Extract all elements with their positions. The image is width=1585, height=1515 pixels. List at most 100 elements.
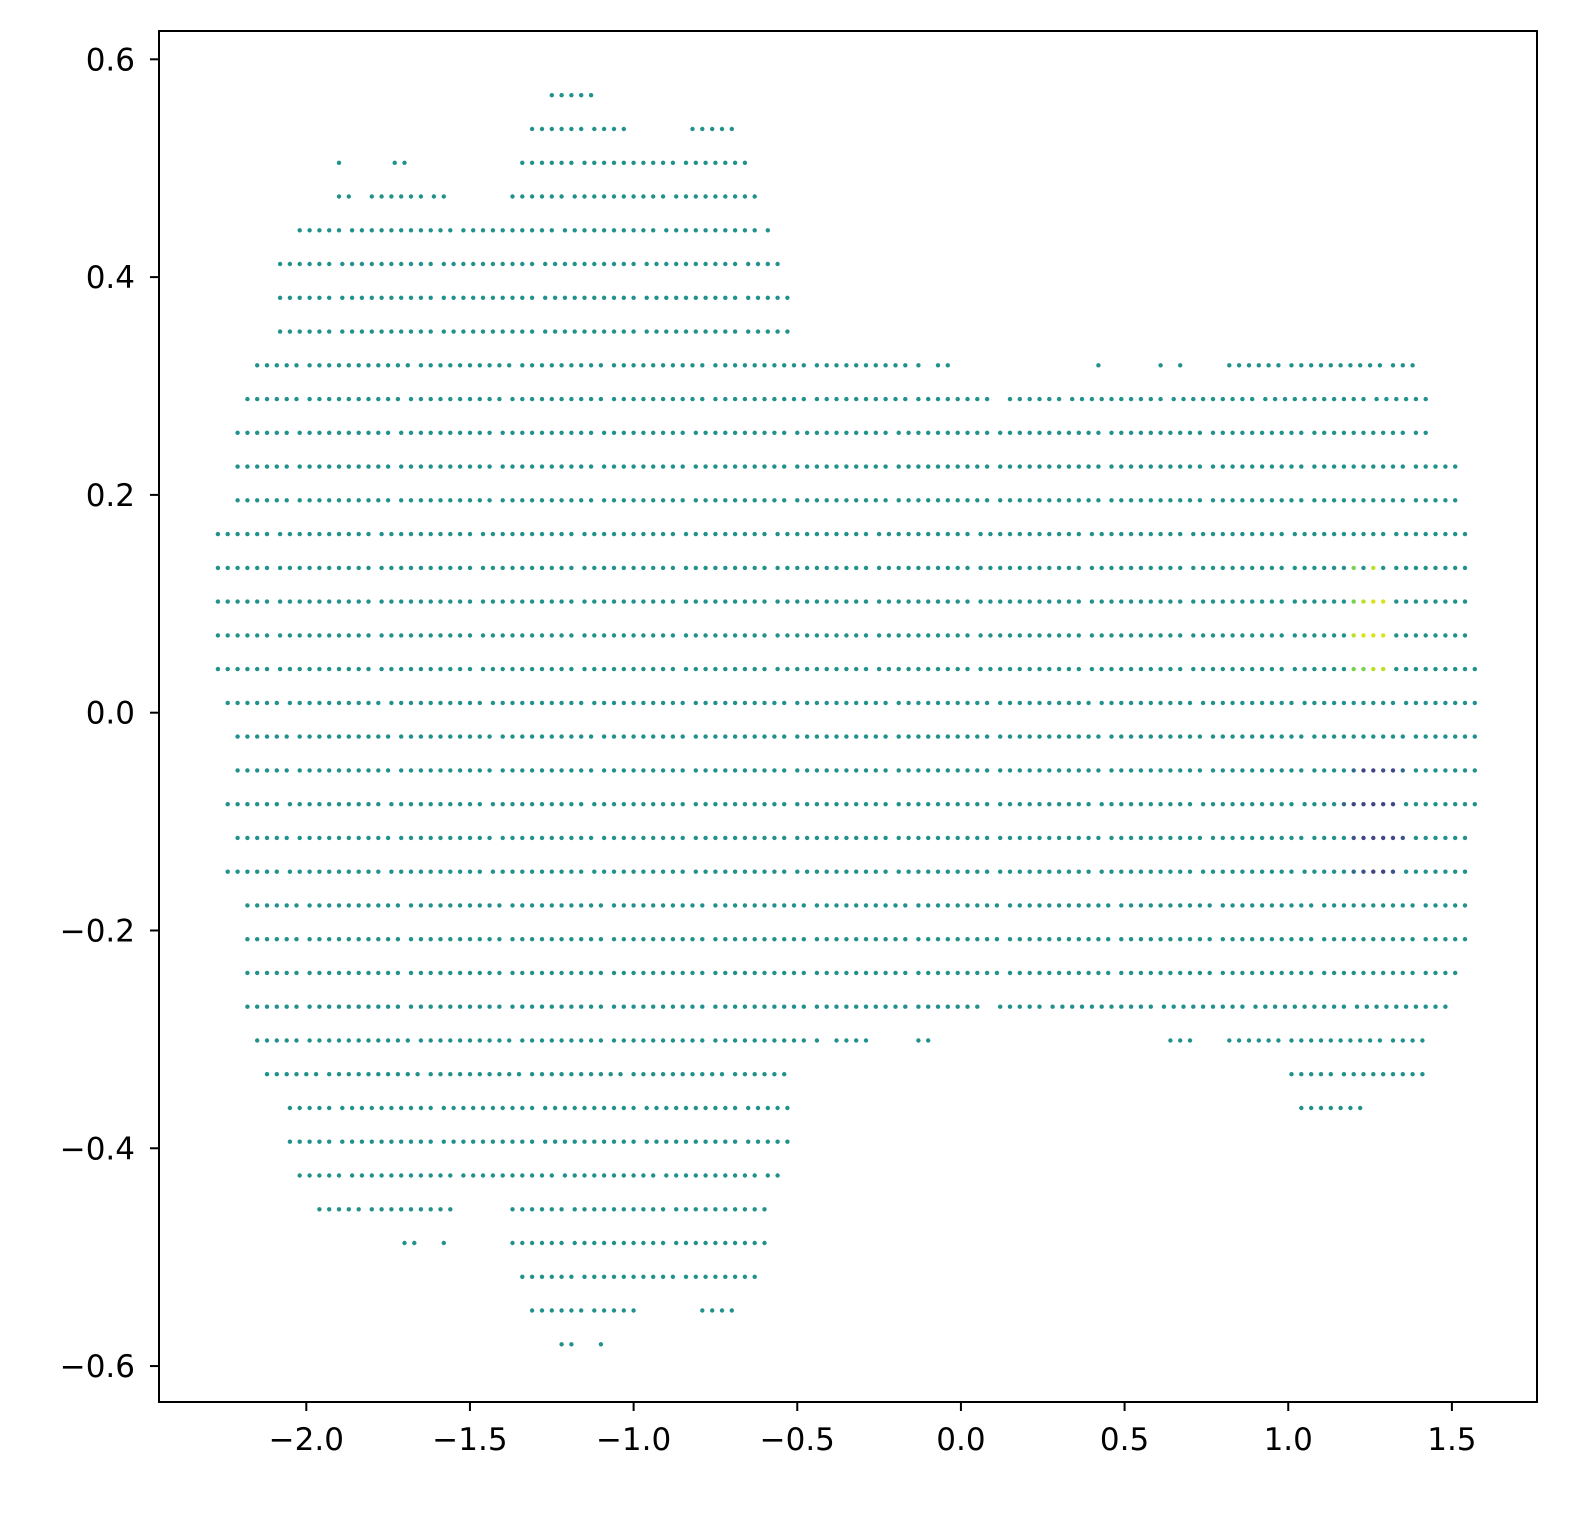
data-point bbox=[245, 734, 250, 739]
data-point bbox=[693, 802, 698, 807]
data-point bbox=[654, 261, 659, 267]
data-point bbox=[641, 531, 646, 537]
data-point bbox=[385, 430, 391, 435]
data-point bbox=[399, 261, 404, 267]
data-point bbox=[621, 363, 626, 368]
data-point bbox=[385, 396, 391, 402]
data-point bbox=[775, 565, 780, 571]
data-point bbox=[752, 599, 757, 604]
data-point bbox=[680, 363, 685, 368]
data-point bbox=[1017, 430, 1022, 435]
data-point bbox=[235, 734, 240, 739]
data-point bbox=[1318, 1072, 1324, 1077]
data-point bbox=[660, 937, 666, 942]
data-point bbox=[1037, 666, 1042, 672]
data-point bbox=[1269, 599, 1275, 604]
data-point bbox=[1443, 531, 1448, 537]
data-point bbox=[1017, 633, 1022, 638]
data-point bbox=[559, 903, 564, 908]
data-point bbox=[651, 700, 656, 706]
data-point bbox=[307, 531, 312, 537]
data-point bbox=[418, 1173, 424, 1178]
data-point bbox=[428, 970, 433, 976]
data-point bbox=[418, 937, 424, 942]
data-point bbox=[1168, 903, 1173, 908]
data-point bbox=[651, 903, 656, 908]
data-point bbox=[621, 734, 626, 739]
data-point bbox=[1413, 565, 1419, 571]
data-point bbox=[441, 194, 446, 199]
data-point bbox=[359, 1105, 365, 1111]
data-point bbox=[356, 396, 361, 402]
data-point bbox=[539, 869, 545, 874]
data-point bbox=[1220, 937, 1226, 942]
data-point bbox=[1187, 903, 1193, 908]
data-point bbox=[844, 565, 849, 571]
data-point bbox=[1443, 464, 1448, 469]
data-point bbox=[539, 1072, 545, 1077]
data-point bbox=[408, 903, 414, 908]
data-point bbox=[732, 903, 738, 908]
data-point bbox=[418, 430, 424, 435]
data-point bbox=[255, 700, 260, 706]
data-point bbox=[480, 1173, 486, 1178]
data-point bbox=[631, 295, 636, 300]
data-point bbox=[428, 329, 433, 334]
data-point bbox=[700, 126, 705, 132]
data-point bbox=[356, 464, 361, 469]
data-point bbox=[611, 599, 617, 604]
data-point bbox=[1289, 937, 1294, 942]
data-point bbox=[863, 498, 869, 503]
data-point bbox=[520, 261, 525, 267]
data-point bbox=[772, 768, 777, 773]
data-point bbox=[785, 295, 790, 300]
data-point bbox=[683, 261, 689, 267]
data-point bbox=[520, 1004, 525, 1009]
data-point bbox=[1341, 396, 1347, 402]
data-point bbox=[408, 970, 414, 976]
data-point bbox=[752, 194, 757, 199]
data-point bbox=[1210, 768, 1216, 773]
data-point bbox=[1331, 633, 1337, 638]
data-point bbox=[317, 430, 322, 435]
data-point bbox=[762, 1038, 767, 1043]
data-point bbox=[559, 802, 564, 807]
data-point bbox=[775, 1173, 780, 1178]
data-point bbox=[520, 970, 525, 976]
data-point bbox=[955, 835, 960, 841]
data-point bbox=[408, 464, 414, 469]
data-point bbox=[1331, 802, 1337, 807]
data-point bbox=[438, 835, 443, 841]
data-point bbox=[893, 903, 898, 908]
data-point bbox=[507, 1072, 512, 1077]
data-point bbox=[906, 531, 911, 537]
data-point bbox=[467, 835, 473, 841]
data-point bbox=[307, 1105, 312, 1111]
data-point bbox=[1269, 802, 1275, 807]
data-point bbox=[457, 700, 463, 706]
data-point bbox=[906, 464, 911, 469]
data-point bbox=[588, 768, 594, 773]
data-point bbox=[467, 734, 473, 739]
data-point bbox=[1007, 666, 1013, 672]
data-point bbox=[307, 363, 312, 368]
data-point bbox=[723, 160, 728, 165]
data-point bbox=[621, 430, 626, 435]
data-point bbox=[742, 160, 748, 165]
data-point bbox=[1187, 700, 1193, 706]
data-point bbox=[752, 869, 757, 874]
data-point bbox=[1168, 869, 1173, 874]
data-point bbox=[1210, 633, 1216, 638]
data-point bbox=[1240, 937, 1245, 942]
data-point bbox=[670, 599, 676, 604]
data-point bbox=[782, 903, 787, 908]
data-point bbox=[844, 869, 849, 874]
data-point bbox=[674, 295, 679, 300]
data-point bbox=[834, 768, 839, 773]
data-point bbox=[863, 430, 869, 435]
data-point bbox=[529, 1004, 535, 1009]
data-point bbox=[592, 295, 597, 300]
data-point bbox=[480, 329, 486, 334]
data-point bbox=[1148, 599, 1154, 604]
data-point bbox=[1017, 835, 1022, 841]
